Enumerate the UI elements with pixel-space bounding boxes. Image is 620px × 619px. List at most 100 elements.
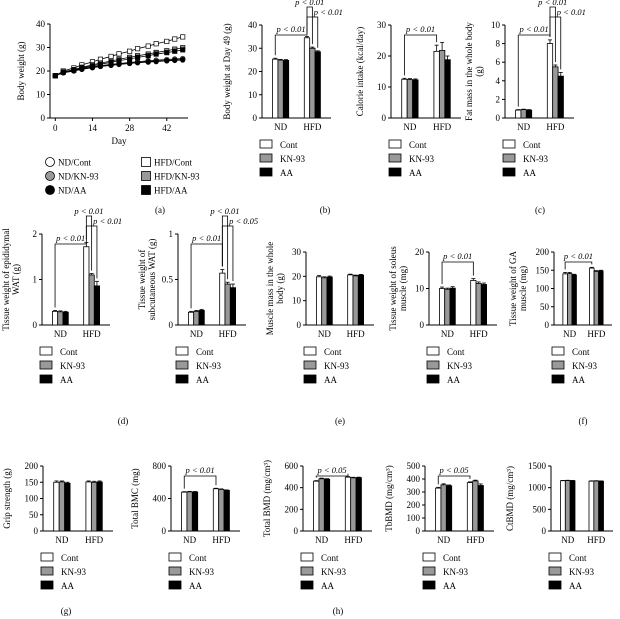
y-tick-label: 2 [33, 229, 38, 239]
x-tick-label-hfd: HFD [83, 329, 102, 339]
bar-nd-cont [188, 311, 195, 326]
y-axis-label-line: Fat mass in the whole body [464, 22, 474, 121]
data-point [60, 69, 66, 75]
y-tick-label: 0 [41, 113, 46, 123]
bar-hfd-cont [347, 274, 354, 326]
y-tick-label: 20 [415, 247, 425, 257]
panel-tb: 0 100 200 300 400 500 TbBMD (mg/cm³) ND HFD p < 0… [384, 461, 494, 591]
bar-hfd-cont [589, 267, 595, 326]
bar-nd-kn-93 [440, 484, 447, 532]
legend-swatch-aa [548, 580, 562, 590]
data-point [71, 67, 77, 73]
legend-label: ND/Cont [58, 158, 92, 168]
data-point [153, 41, 159, 47]
panel-label: (d) [118, 416, 129, 426]
bar-hfd-aa [598, 270, 604, 326]
y-tick-label: 0.5 [162, 275, 174, 285]
x-tick-label-hfd: HFD [466, 535, 485, 545]
p-value-label: p < 0.01 [191, 233, 221, 243]
bar-hfd-kn-93 [218, 488, 225, 532]
x-tick-label-hfd: HFD [587, 329, 606, 339]
bar-nd-aa [449, 287, 456, 326]
bar-hfd-aa [229, 287, 236, 326]
legend-marker [45, 185, 55, 195]
significance-bracket [221, 225, 234, 282]
bar-nd-aa [326, 276, 333, 326]
legend-label: Cont [523, 140, 541, 150]
bar-nd-kn-93 [193, 310, 200, 326]
x-tick-label-hfd: HFD [219, 329, 238, 339]
bar-hfd-cont [212, 488, 220, 532]
data-point [116, 58, 122, 64]
bar-hfd-cont [85, 481, 92, 532]
y-tick-label: 50 [540, 302, 550, 312]
y-tick-label: 1000 [528, 483, 547, 493]
y-axis-label-line: Tissue weight of epididymal [1, 228, 11, 331]
bar-hfd-kn-93 [224, 283, 231, 326]
y-tick-label: 40 [36, 19, 46, 29]
y-tick-label: 200 [536, 247, 550, 257]
legend-swatch-aa [40, 580, 54, 590]
bar-nd-aa [323, 478, 331, 532]
x-tick-label-hfd: HFD [212, 535, 231, 545]
legend-marker [45, 171, 55, 181]
legend-label: AA [443, 581, 456, 591]
panel-sub: 0 0.5 1 Tissue weight ofsubcutaneous WAT (g… [137, 206, 258, 385]
significance-bracket [54, 239, 87, 308]
y-tick-label: 0 [162, 526, 167, 536]
y-tick-label: 150 [25, 477, 39, 487]
bar-hfd-cont [303, 37, 311, 119]
panel-label: (h) [333, 606, 344, 616]
y-axis-label: TbBMD (mg/cm³) [384, 465, 394, 531]
bar-hfd-cont [588, 480, 595, 532]
legend-swatch-kn-93 [502, 153, 516, 163]
y-axis-label-line: CtBMD (mg/cm³) [505, 466, 515, 531]
bar-hfd-aa [557, 75, 564, 119]
y-axis-label-line: Tissue weight of [137, 250, 147, 310]
data-point [52, 73, 58, 79]
p-value-label: p < 0.01 [519, 24, 549, 34]
p-value-label: p < 0.05 [439, 465, 469, 475]
bar-nd-kn-93 [321, 277, 328, 326]
bar-hfd-aa [444, 59, 451, 119]
p-value-label: p < 0.01 [563, 251, 593, 261]
x-tick-label-hfd: HFD [347, 329, 366, 339]
bar-hfd-cont [470, 280, 477, 326]
x-tick-label-hfd: HFD [470, 329, 489, 339]
legend-marker [141, 171, 151, 181]
panel-label: (e) [335, 416, 345, 426]
y-tick-label: 400 [407, 474, 421, 484]
legend-swatch-cont [426, 346, 440, 356]
bar-nd-kn-93 [520, 109, 527, 119]
y-tick-label: 0 [34, 526, 39, 536]
bar-hfd-kn-93 [350, 477, 357, 532]
bar-nd-cont [439, 288, 446, 326]
y-tick-label: 0 [496, 113, 501, 123]
bar-hfd-cont [466, 482, 474, 532]
legend-marker [141, 185, 151, 195]
legend-label: Cont [443, 553, 461, 563]
legend-label: HFD/KN-93 [154, 172, 200, 182]
y-axis-label-line: TbBMD (mg/cm³) [384, 465, 394, 531]
data-point [180, 57, 186, 63]
legend-swatch-cont [175, 346, 189, 356]
legend-label: AA [189, 581, 202, 591]
y-tick-label: 0 [33, 320, 38, 330]
panel-label: (f) [579, 416, 588, 426]
panel-e: 0 10 20 30 Muscle mass in the wholebody (g) N… [265, 242, 374, 426]
panel-label: (c) [535, 205, 545, 215]
legend-label: KN-93 [60, 361, 85, 371]
legend-swatch-kn-93 [422, 566, 436, 576]
legend-swatch-cont [259, 139, 273, 149]
y-axis-label: CtBMD (mg/cm³) [505, 466, 515, 531]
bar-hfd-kn-93 [472, 480, 479, 532]
y-axis-label-line: muscle (mg) [398, 266, 408, 311]
y-tick-label: 8 [496, 39, 501, 49]
panel-g: 0 50 100 150 200 Grip strength (g) ND HFD Cont KN… [2, 461, 113, 616]
y-axis-label-line: Muscle mass in the whole [265, 242, 275, 336]
legend-swatch-aa [175, 374, 189, 384]
x-tick-label: 28 [125, 123, 135, 133]
legend-marker [45, 157, 55, 167]
panel-sol: 0 10 20 Tissue weight of soleusmuscle (mg) N… [388, 246, 497, 385]
